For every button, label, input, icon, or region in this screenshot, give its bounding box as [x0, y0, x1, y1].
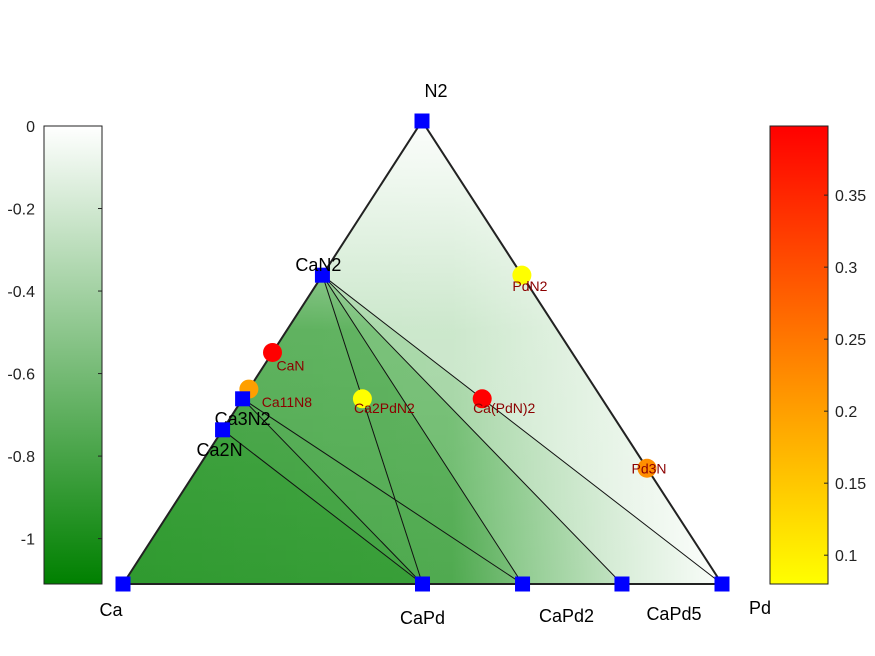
right-colorbar-ticks: 0.35 0.3 0.25 0.2 0.15 0.1: [824, 188, 866, 565]
tie-line: [242, 398, 523, 585]
stable-label-pd: Pd: [749, 598, 771, 618]
colorbar-tick-label: 0.2: [835, 404, 857, 421]
colorbar-tick-label: 0.1: [835, 548, 857, 565]
right-colorbar-bar: [769, 125, 829, 585]
stable-point-ca2n: [215, 422, 231, 438]
colorbar-tick-label: 0.3: [835, 260, 857, 277]
stable-point-pd: [714, 576, 730, 592]
stable-label-capd5: CaPd5: [646, 604, 701, 624]
unstable-label-pd3n: Pd3N: [631, 460, 666, 476]
tie-line: [322, 274, 523, 585]
stable-point-ca: [115, 576, 131, 592]
colorbar-tick-label: -0.6: [7, 367, 35, 384]
stable-label-ca: Ca: [99, 600, 123, 620]
stable-label-capd: CaPd: [400, 608, 445, 628]
left-colorbar-ticks: 0 -0.2 -0.4 -0.6 -0.8 -1: [7, 119, 102, 549]
unstable-point-pd3n: [637, 458, 657, 478]
left-colorbar: 0 -0.2 -0.4 -0.6 -0.8 -1: [7, 119, 103, 585]
tie-line: [321, 275, 423, 585]
colorbar-tick-label: 0.25: [835, 332, 866, 349]
stable-label-capd2: CaPd2: [539, 606, 594, 626]
stable-label-can2: CaN2: [295, 255, 341, 275]
colorbar-tick-label: 0.35: [835, 188, 866, 205]
unstable-label-ca-pdn-2: Ca(PdN)2: [473, 400, 535, 416]
stable-point-ca3n2: [235, 391, 251, 407]
colorbar-tick-label: 0.15: [835, 476, 866, 493]
unstable-point-ca2pdn2: [352, 389, 372, 409]
unstable-point-ca-pdn-2: [472, 389, 492, 409]
colorbar-tick-label: -1: [21, 532, 35, 549]
tie-line: [242, 398, 423, 585]
right-colorbar: 0.35 0.3 0.25 0.2 0.15 0.1: [769, 125, 866, 585]
unstable-point-pdn2: [512, 265, 532, 285]
tie-lines: [222, 274, 723, 585]
unstable-point-can: [263, 343, 282, 362]
colorbar-tick-label: -0.4: [7, 284, 35, 301]
unstable-label-ca2pdn2: Ca2PdN2: [354, 400, 415, 416]
left-colorbar-bar: [43, 125, 103, 585]
unstable-label-pdn2: PdN2: [512, 278, 547, 294]
unstable-phases: CaN Ca11N8 Ca2PdN2 Ca(PdN)2 PdN2 Pd3N: [239, 265, 667, 478]
tie-line: [222, 429, 423, 585]
tie-line: [322, 274, 623, 585]
stable-point-capd5: [614, 576, 630, 592]
colorbar-tick-label: -0.2: [7, 202, 35, 219]
unstable-label-can: CaN: [276, 358, 304, 374]
stable-point-capd2: [515, 576, 531, 592]
stable-label-ca2n: Ca2N: [197, 440, 243, 460]
unstable-label-ca11n8: Ca11N8: [262, 394, 313, 410]
tie-line: [322, 274, 723, 585]
colorbar-tick-label: 0: [26, 119, 35, 136]
colorbar-tick-label: -0.8: [7, 449, 35, 466]
stable-point-n2: [414, 113, 430, 129]
stable-point-can2: [314, 267, 330, 283]
stable-point-capd: [415, 576, 430, 592]
stable-label-n2: N2: [424, 81, 447, 101]
